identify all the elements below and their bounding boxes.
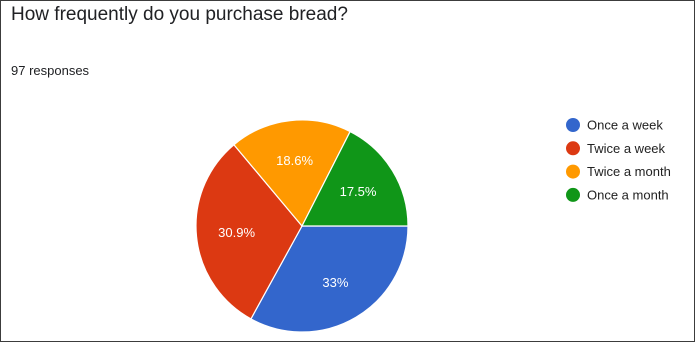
pie-chart: 33% 30.9% 18.6% 17.5% Once a week Twice a we… <box>0 0 695 332</box>
slice-label-twice-a-week: 30.9% <box>218 225 255 240</box>
legend-marker-twice-a-month <box>566 165 580 179</box>
slice-label-once-a-week: 33% <box>322 275 348 290</box>
chart-legend: Once a week Twice a week Twice a month Once… <box>566 118 671 203</box>
legend-marker-once-a-week <box>566 118 580 132</box>
legend-marker-twice-a-week <box>566 141 580 155</box>
legend-marker-once-a-month <box>566 188 580 202</box>
slice-label-once-a-month: 17.5% <box>340 184 377 199</box>
slice-label-twice-a-month: 18.6% <box>276 153 313 168</box>
legend-label-once-a-month: Once a month <box>587 187 669 202</box>
legend-label-once-a-week: Once a week <box>587 118 663 133</box>
legend-label-twice-a-month: Twice a month <box>587 164 671 179</box>
legend-label-twice-a-week: Twice a week <box>587 141 666 156</box>
